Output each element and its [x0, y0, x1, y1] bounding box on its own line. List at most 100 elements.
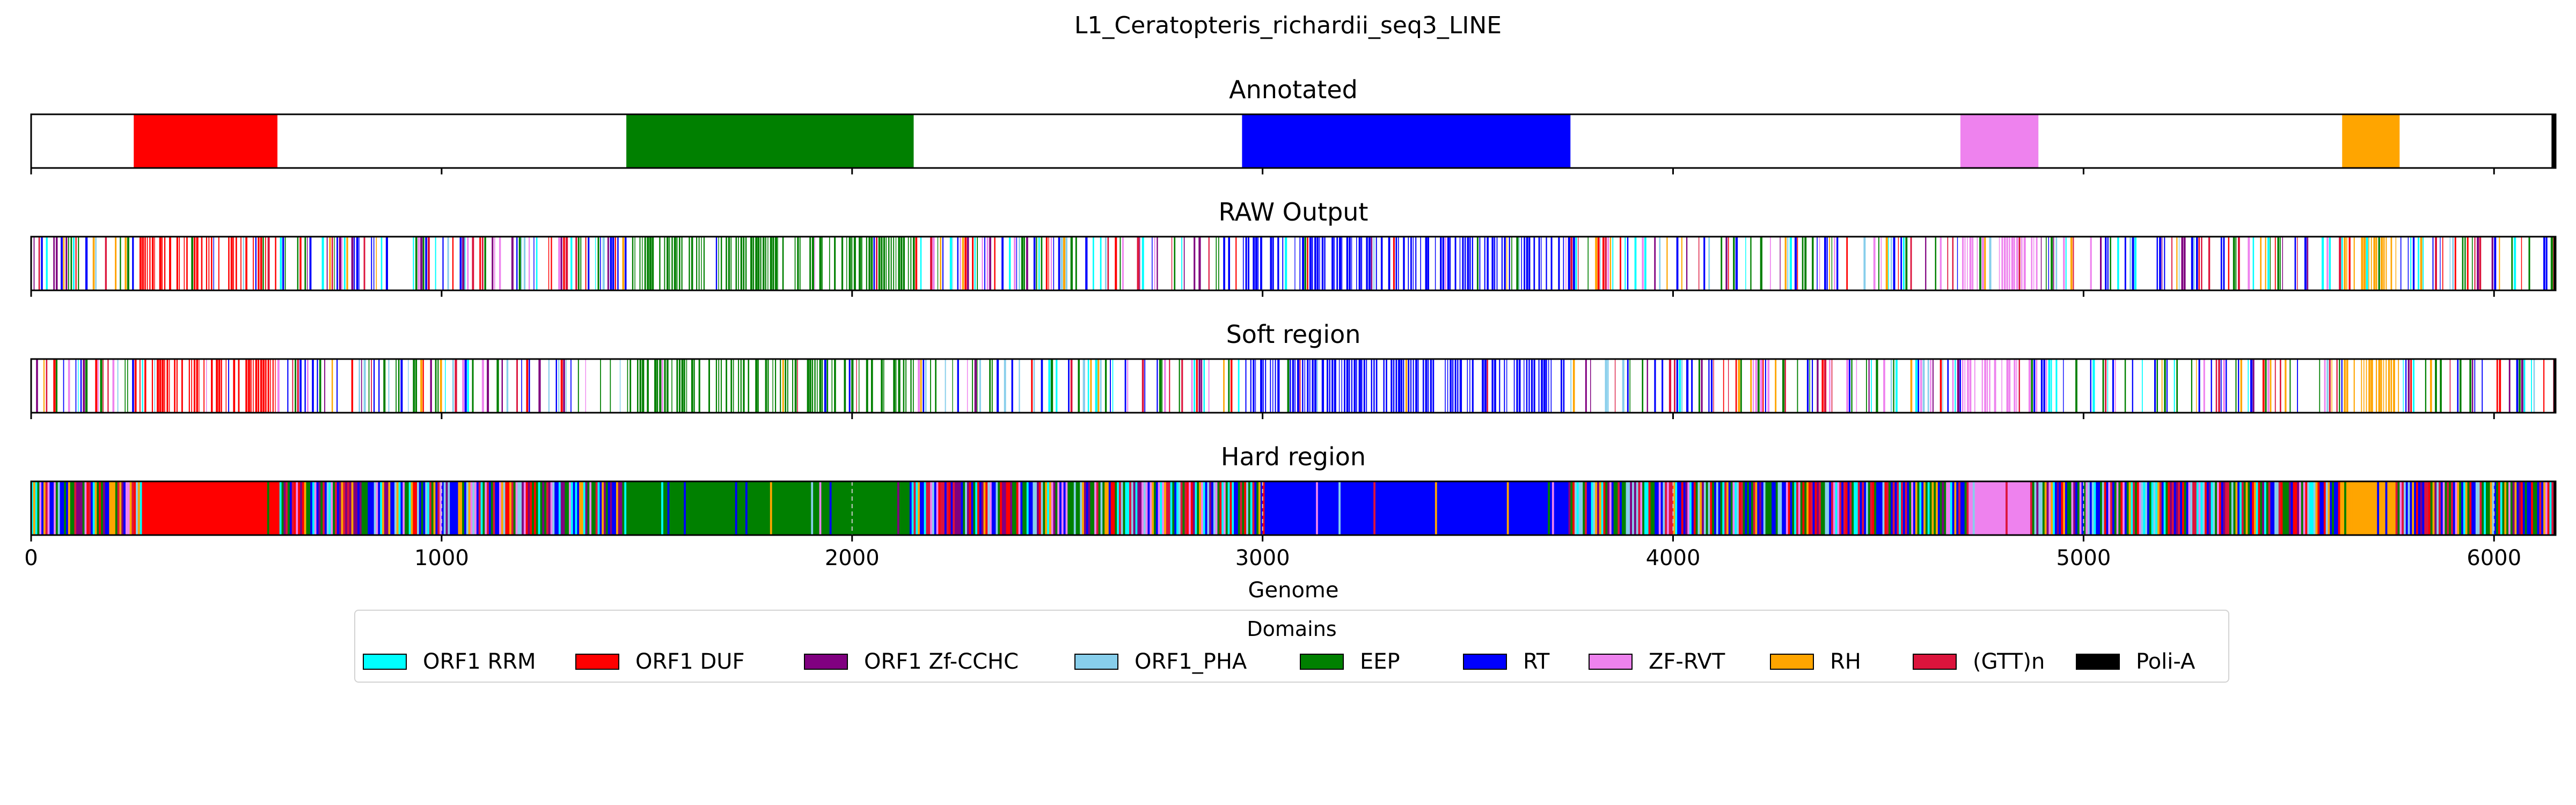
domain-mark — [2375, 359, 2377, 413]
domain-mark — [778, 481, 781, 535]
domain-mark — [1589, 481, 1592, 535]
domain-mark — [1100, 481, 1103, 535]
domain-mark — [550, 481, 553, 535]
domain-mark — [720, 237, 722, 290]
domain-mark — [1071, 481, 1074, 535]
domain-mark — [693, 359, 695, 413]
domain-mark — [251, 481, 253, 535]
domain-mark — [954, 481, 957, 535]
domain-mark — [2120, 481, 2123, 535]
domain-mark — [1846, 237, 1848, 290]
domain-mark — [1494, 481, 1497, 535]
domain-mark — [2452, 237, 2454, 290]
domain-mark — [1568, 481, 1571, 535]
domain-mark — [671, 359, 672, 413]
domain-mark — [1476, 237, 1479, 290]
domain-mark — [1927, 359, 1929, 413]
domain-mark — [1416, 481, 1419, 535]
domain-mark — [1272, 359, 1274, 413]
domain-mark — [1408, 237, 1409, 290]
domain-mark — [105, 481, 108, 535]
domain-mark — [1182, 481, 1185, 535]
domain-mark — [1738, 481, 1741, 535]
domain-mark — [2348, 481, 2351, 535]
domain-mark — [184, 237, 185, 290]
domain-mark — [2389, 481, 2392, 535]
domain-mark — [1642, 237, 1644, 290]
domain-mark — [1085, 237, 1088, 290]
domain-mark — [2309, 481, 2312, 535]
domain-mark — [1412, 481, 1415, 535]
domain-mark — [573, 481, 575, 535]
domain-mark — [2276, 481, 2279, 535]
domain-mark — [1377, 481, 1380, 535]
domain-mark — [2460, 359, 2462, 413]
domain-mark — [1721, 237, 1723, 290]
domain-mark — [1554, 481, 1557, 535]
domain-mark — [1250, 359, 1252, 413]
domain-mark — [1531, 481, 1534, 535]
domain-mark — [400, 481, 403, 535]
domain-mark — [2191, 237, 2193, 290]
domain-mark — [996, 359, 999, 413]
domain-mark — [2464, 237, 2466, 290]
domain-mark — [1572, 481, 1575, 535]
domain-mark — [2500, 481, 2503, 535]
domain-mark — [467, 237, 469, 290]
domain-mark — [1442, 237, 1445, 290]
domain-mark — [1115, 237, 1117, 290]
domain-mark — [1208, 237, 1210, 290]
domain-mark — [1632, 481, 1635, 535]
domain-mark — [645, 481, 647, 535]
domain-mark — [1094, 481, 1097, 535]
domain-mark — [2114, 359, 2116, 413]
domain-mark — [1312, 237, 1313, 290]
domain-mark — [2285, 359, 2287, 413]
domain-mark — [1755, 359, 1758, 413]
domain-mark — [2363, 359, 2365, 413]
domain-mark — [1125, 481, 1128, 535]
domain-mark — [698, 481, 701, 535]
domain-mark — [2467, 481, 2470, 535]
domain-mark — [2454, 237, 2456, 290]
domain-mark — [634, 237, 635, 290]
domain-mark — [1628, 481, 1630, 535]
domain-mark — [1531, 359, 1533, 413]
domain-mark — [854, 481, 857, 535]
domain-mark — [1139, 237, 1140, 290]
domain-mark — [186, 237, 188, 290]
domain-mark — [519, 481, 522, 535]
domain-mark — [1769, 481, 1772, 535]
domain-mark — [1355, 481, 1358, 535]
domain-mark — [522, 481, 524, 535]
domain-mark — [464, 237, 466, 290]
domain-mark — [2453, 481, 2456, 535]
domain-mark — [1321, 237, 1324, 290]
domain-mark — [2270, 481, 2273, 535]
domain-mark — [1152, 481, 1154, 535]
domain-mark — [727, 481, 729, 535]
domain-mark — [1429, 481, 1431, 535]
legend-label: RH — [1830, 649, 1861, 674]
domain-mark — [258, 237, 260, 290]
domain-mark — [255, 237, 257, 290]
domain-mark — [560, 237, 562, 290]
domain-mark — [1398, 359, 1401, 413]
domain-mark — [780, 359, 781, 413]
domain-mark — [952, 359, 953, 413]
domain-mark — [2344, 237, 2346, 290]
domain-mark — [66, 481, 69, 535]
domain-mark — [1913, 481, 1916, 535]
domain-mark — [1028, 481, 1031, 535]
domain-mark — [2181, 237, 2184, 290]
domain-mark — [2033, 237, 2035, 290]
domain-mark — [965, 481, 968, 535]
domain-mark — [1463, 481, 1466, 535]
domain-mark — [2223, 481, 2226, 535]
domain-mark — [2543, 237, 2545, 290]
domain-mark — [2170, 481, 2172, 535]
domain-mark — [1703, 237, 1706, 290]
domain-mark — [351, 359, 354, 413]
domain-mark — [1538, 359, 1540, 413]
legend-item: ORF1 DUF — [575, 648, 745, 675]
